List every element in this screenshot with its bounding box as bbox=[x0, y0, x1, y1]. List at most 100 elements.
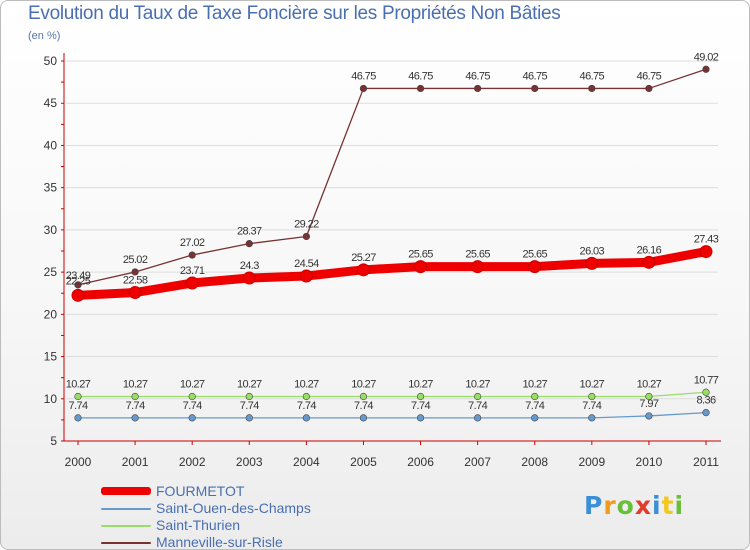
logo-letter: x bbox=[634, 491, 652, 520]
logo-letter: r bbox=[603, 491, 617, 520]
data-label: 7.74 bbox=[240, 400, 259, 412]
x-tick-label: 2009 bbox=[578, 455, 605, 469]
y-tick-label: 35 bbox=[44, 181, 58, 195]
legend-swatch-saint-ouen bbox=[101, 508, 151, 510]
legend-swatch-fourmetot bbox=[101, 487, 151, 495]
data-point bbox=[188, 251, 196, 259]
data-point bbox=[474, 392, 482, 401]
logo-letter: i bbox=[674, 491, 685, 520]
data-point bbox=[645, 412, 653, 420]
data-point bbox=[416, 84, 425, 93]
data-point bbox=[71, 288, 85, 302]
data-point bbox=[74, 392, 82, 401]
data-point bbox=[699, 245, 713, 259]
data-label: 10.77 bbox=[694, 374, 719, 386]
data-point bbox=[645, 84, 653, 93]
data-point bbox=[131, 392, 139, 401]
x-tick-label: 2006 bbox=[407, 455, 434, 469]
data-label: 29.22 bbox=[294, 218, 319, 230]
data-point bbox=[185, 276, 199, 290]
data-label: 25.27 bbox=[351, 252, 376, 264]
data-point bbox=[474, 84, 482, 93]
data-label: 46.75 bbox=[580, 70, 605, 82]
data-point bbox=[531, 84, 539, 93]
data-point bbox=[642, 255, 656, 269]
data-label: 24.54 bbox=[294, 258, 319, 270]
data-point bbox=[702, 65, 710, 73]
y-tick-label: 5 bbox=[50, 434, 57, 448]
data-label: 25.65 bbox=[408, 249, 433, 261]
data-label: 10.27 bbox=[522, 378, 547, 390]
data-point bbox=[531, 392, 539, 401]
data-label: 46.75 bbox=[522, 70, 547, 82]
data-label: 7.97 bbox=[639, 398, 658, 410]
data-label: 7.74 bbox=[525, 400, 544, 412]
chart-title: Evolution du Taux de Taxe Foncière sur l… bbox=[28, 3, 561, 24]
data-label: 7.74 bbox=[468, 400, 487, 412]
data-point bbox=[74, 281, 82, 289]
y-tick-label: 20 bbox=[44, 307, 58, 321]
data-point bbox=[302, 392, 310, 401]
y-tick-label: 30 bbox=[44, 223, 58, 237]
legend-swatch-manneville bbox=[101, 542, 151, 544]
data-point bbox=[356, 263, 370, 277]
data-point bbox=[471, 260, 485, 274]
data-label: 25.65 bbox=[465, 249, 490, 261]
data-point bbox=[74, 414, 82, 422]
data-label: 10.27 bbox=[408, 378, 433, 390]
data-point bbox=[131, 414, 139, 422]
data-label: 27.02 bbox=[180, 237, 205, 249]
data-label: 10.27 bbox=[123, 378, 148, 390]
logo-letter: o bbox=[616, 491, 635, 520]
series-line bbox=[73, 247, 711, 300]
data-point bbox=[588, 414, 596, 422]
data-label: 25.02 bbox=[123, 254, 148, 266]
data-label: 25.65 bbox=[522, 249, 547, 261]
data-point bbox=[416, 392, 425, 401]
data-point bbox=[245, 392, 253, 401]
data-point bbox=[302, 414, 310, 422]
data-point bbox=[242, 271, 256, 285]
data-label: 46.75 bbox=[637, 70, 662, 82]
data-point bbox=[528, 260, 542, 274]
data-point bbox=[416, 414, 425, 422]
data-point bbox=[245, 240, 253, 248]
data-point bbox=[359, 84, 368, 93]
x-tick-label: 2005 bbox=[350, 455, 377, 469]
data-label: 10.27 bbox=[351, 378, 376, 390]
y-tick-label: 45 bbox=[44, 96, 58, 110]
data-label: 26.16 bbox=[637, 244, 662, 256]
data-label: 10.27 bbox=[66, 378, 91, 390]
data-point bbox=[588, 392, 596, 401]
data-label: 46.75 bbox=[351, 70, 376, 82]
logo-letter: i bbox=[652, 491, 662, 520]
data-label: 24.3 bbox=[240, 260, 259, 272]
data-label: 22.25 bbox=[66, 275, 91, 287]
data-label: 10.27 bbox=[465, 378, 490, 390]
data-label: 10.27 bbox=[180, 378, 205, 390]
data-label: 7.74 bbox=[183, 400, 202, 412]
series-line bbox=[77, 411, 707, 419]
data-label: 46.75 bbox=[408, 70, 433, 82]
series-line bbox=[77, 68, 707, 286]
data-point bbox=[414, 260, 428, 274]
legend-label-fourmetot: FOURMETOT bbox=[156, 483, 245, 499]
data-label: 26.03 bbox=[580, 245, 605, 257]
legend-swatch-saint-thurien bbox=[101, 525, 151, 527]
data-point bbox=[702, 409, 710, 417]
x-tick-label: 2003 bbox=[236, 455, 263, 469]
data-label: 7.74 bbox=[68, 400, 87, 412]
data-label: 23.71 bbox=[180, 265, 205, 277]
data-label: 7.74 bbox=[582, 400, 601, 412]
data-label: 10.27 bbox=[237, 378, 262, 390]
data-point bbox=[474, 414, 482, 422]
x-tick-label: 2010 bbox=[636, 455, 663, 469]
data-label: 7.74 bbox=[354, 400, 373, 412]
y-tick-label: 10 bbox=[44, 392, 58, 406]
x-tick-label: 2000 bbox=[65, 455, 92, 469]
data-point bbox=[188, 414, 196, 422]
y-tick-label: 40 bbox=[44, 138, 58, 152]
logo-letter: P bbox=[584, 491, 604, 520]
